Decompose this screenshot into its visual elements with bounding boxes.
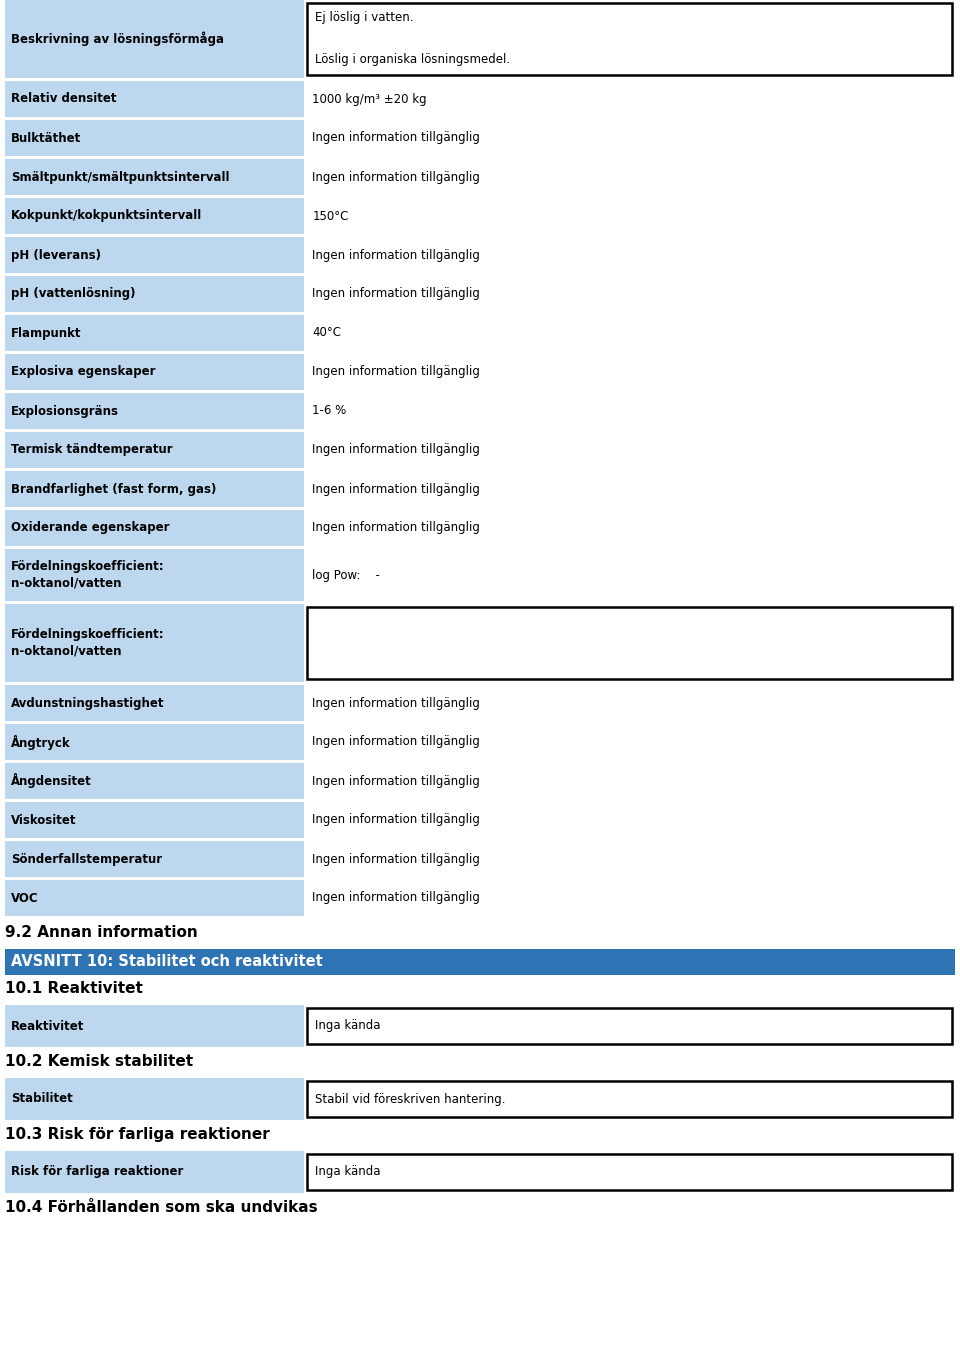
Text: Explosiva egenskaper: Explosiva egenskaper xyxy=(11,365,156,379)
Bar xyxy=(5,276,304,313)
Text: Flampunkt: Flampunkt xyxy=(11,326,82,340)
Text: VOC: VOC xyxy=(11,892,38,905)
Bar xyxy=(5,724,304,760)
Bar xyxy=(5,160,304,195)
Bar xyxy=(5,549,304,601)
Bar xyxy=(5,763,304,800)
Bar xyxy=(307,1008,952,1045)
Bar xyxy=(5,1078,304,1120)
Text: pH (leverans): pH (leverans) xyxy=(11,249,101,261)
Text: Ingen information tillgänglig: Ingen information tillgänglig xyxy=(312,521,480,534)
Text: Reaktivitet: Reaktivitet xyxy=(11,1020,84,1032)
Text: Ej löslig i vatten.

Löslig i organiska lösningsmedel.: Ej löslig i vatten. Löslig i organiska l… xyxy=(315,11,511,66)
Bar xyxy=(5,603,304,682)
Text: Bulktäthet: Bulktäthet xyxy=(11,131,82,145)
Text: 150°C: 150°C xyxy=(312,210,348,222)
Bar xyxy=(5,237,304,273)
Text: Inga kända: Inga kända xyxy=(315,1020,381,1032)
Text: 10.4 Förhållanden som ska undvikas: 10.4 Förhållanden som ska undvikas xyxy=(5,1200,318,1215)
Bar xyxy=(5,81,304,116)
Text: Stabil vid föreskriven hantering.: Stabil vid föreskriven hantering. xyxy=(315,1092,506,1105)
Text: Risk för farliga reaktioner: Risk för farliga reaktioner xyxy=(11,1165,183,1178)
Bar xyxy=(5,1151,304,1193)
Bar xyxy=(5,120,304,156)
Text: Ingen information tillgänglig: Ingen information tillgänglig xyxy=(312,170,480,184)
Text: Ångdensitet: Ångdensitet xyxy=(11,774,92,789)
Text: Smältpunkt/smältpunktsintervall: Smältpunkt/smältpunktsintervall xyxy=(11,170,229,184)
Text: Viskositet: Viskositet xyxy=(11,813,77,827)
Bar xyxy=(5,1005,304,1047)
Text: Ingen information tillgänglig: Ingen information tillgänglig xyxy=(312,852,480,866)
Text: 1000 kg/m³ ±20 kg: 1000 kg/m³ ±20 kg xyxy=(312,92,427,106)
Bar xyxy=(307,607,952,679)
Text: Inga kända: Inga kända xyxy=(315,1165,381,1178)
Text: 10.1 Reaktivitet: 10.1 Reaktivitet xyxy=(5,981,143,996)
Text: Relativ densitet: Relativ densitet xyxy=(11,92,116,106)
Text: Ingen information tillgänglig: Ingen information tillgänglig xyxy=(312,249,480,261)
Text: 1-6 %: 1-6 % xyxy=(312,405,347,418)
Text: Avdunstningshastighet: Avdunstningshastighet xyxy=(11,697,164,709)
Text: Termisk tändtemperatur: Termisk tändtemperatur xyxy=(11,444,173,456)
Text: Ingen information tillgänglig: Ingen information tillgänglig xyxy=(312,892,480,905)
Text: Stabilitet: Stabilitet xyxy=(11,1092,73,1105)
Text: 10.2 Kemisk stabilitet: 10.2 Kemisk stabilitet xyxy=(5,1054,193,1069)
Bar xyxy=(5,879,304,916)
Text: Sönderfallstemperatur: Sönderfallstemperatur xyxy=(11,852,162,866)
Bar xyxy=(5,198,304,234)
Text: Ingen information tillgänglig: Ingen information tillgänglig xyxy=(312,697,480,709)
Text: Fördelningskoefficient:
n-oktanol/vatten: Fördelningskoefficient: n-oktanol/vatten xyxy=(11,560,164,590)
Bar xyxy=(5,392,304,429)
Bar xyxy=(5,685,304,721)
Text: Ingen information tillgänglig: Ingen information tillgänglig xyxy=(312,774,480,787)
Bar xyxy=(5,802,304,838)
Bar xyxy=(5,432,304,468)
Text: Kokpunkt/kokpunktsintervall: Kokpunkt/kokpunktsintervall xyxy=(11,210,203,222)
Text: 10.3 Risk för farliga reaktioner: 10.3 Risk för farliga reaktioner xyxy=(5,1127,270,1142)
Bar xyxy=(5,354,304,390)
Bar xyxy=(5,510,304,547)
Bar xyxy=(307,1081,952,1118)
Bar xyxy=(5,0,304,78)
Text: 40°C: 40°C xyxy=(312,326,341,340)
Text: Ingen information tillgänglig: Ingen information tillgänglig xyxy=(312,287,480,300)
Text: Ingen information tillgänglig: Ingen information tillgänglig xyxy=(312,444,480,456)
Bar xyxy=(307,3,952,74)
Text: Ingen information tillgänglig: Ingen information tillgänglig xyxy=(312,813,480,827)
Text: pH (vattenlösning): pH (vattenlösning) xyxy=(11,287,135,300)
Text: Beskrivning av lösningsförmåga: Beskrivning av lösningsförmåga xyxy=(11,31,224,46)
Text: Explosionsgräns: Explosionsgräns xyxy=(11,405,119,418)
Text: Ingen information tillgänglig: Ingen information tillgänglig xyxy=(312,736,480,748)
Bar xyxy=(5,842,304,877)
Text: Ångtryck: Ångtryck xyxy=(11,735,71,750)
Text: Oxiderande egenskaper: Oxiderande egenskaper xyxy=(11,521,170,534)
Bar xyxy=(5,315,304,350)
Text: Ingen information tillgänglig: Ingen information tillgänglig xyxy=(312,131,480,145)
Text: Ingen information tillgänglig: Ingen information tillgänglig xyxy=(312,483,480,495)
Text: Brandfarlighet (fast form, gas): Brandfarlighet (fast form, gas) xyxy=(11,483,216,495)
Bar xyxy=(5,471,304,507)
Text: 9.2 Annan information: 9.2 Annan information xyxy=(5,925,198,940)
Bar xyxy=(307,1154,952,1191)
Text: AVSNITT 10: Stabilitet och reaktivitet: AVSNITT 10: Stabilitet och reaktivitet xyxy=(11,954,323,970)
Bar xyxy=(5,948,955,976)
Text: Fördelningskoefficient:
n-oktanol/vatten: Fördelningskoefficient: n-oktanol/vatten xyxy=(11,628,164,658)
Text: log Pow:    -: log Pow: - xyxy=(312,568,380,582)
Text: Ingen information tillgänglig: Ingen information tillgänglig xyxy=(312,365,480,379)
